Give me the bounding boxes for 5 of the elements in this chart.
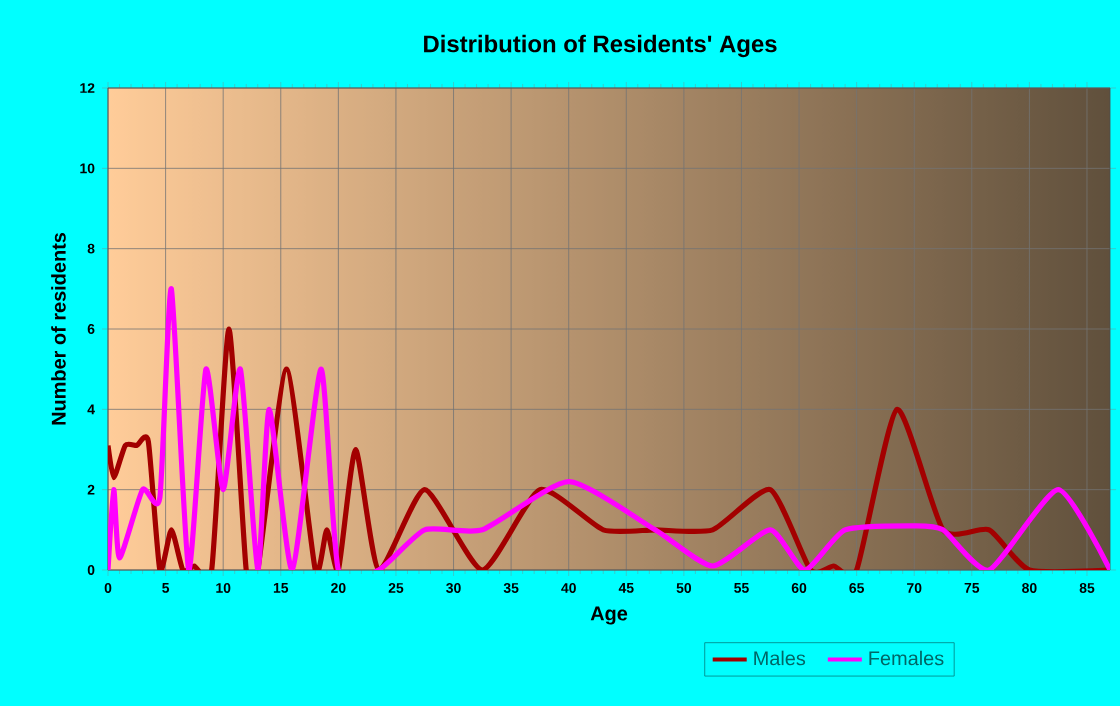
chart-title: Distribution of Residents' Ages — [424, 34, 777, 58]
y-axis-title: Number of residents — [51, 232, 66, 425]
legend-label: Males — [754, 650, 806, 666]
x-axis-title: Age — [590, 606, 628, 625]
legend-label: Females — [869, 650, 944, 666]
